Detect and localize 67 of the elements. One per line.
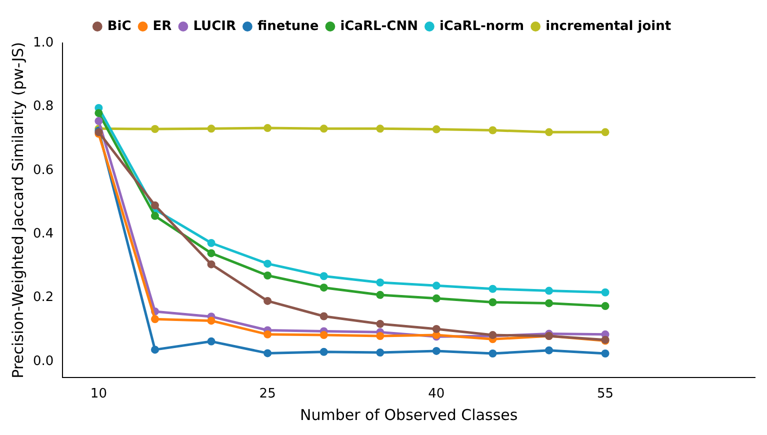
x-tick-label: 55	[597, 386, 614, 402]
point	[150, 315, 159, 324]
legend-label: incremental joint	[546, 18, 672, 34]
point	[544, 346, 553, 354]
point	[207, 249, 216, 258]
point	[376, 320, 384, 328]
point	[544, 128, 553, 136]
point	[320, 312, 328, 320]
point	[207, 337, 216, 346]
y-tick-label: 0.0	[32, 354, 54, 369]
point	[488, 350, 497, 358]
point	[376, 124, 384, 133]
point	[264, 260, 272, 268]
point	[150, 212, 159, 220]
point	[207, 316, 216, 325]
point	[264, 271, 272, 280]
y-tick-label: 0.8	[32, 99, 54, 114]
point	[601, 128, 610, 136]
y-tick-label: 0.2	[32, 290, 54, 306]
point	[544, 299, 553, 308]
point	[432, 125, 440, 134]
point	[376, 348, 384, 357]
point	[544, 286, 553, 295]
point	[601, 302, 610, 310]
point	[376, 278, 384, 286]
legend-label: finetune	[257, 18, 319, 34]
point	[488, 298, 497, 306]
point	[376, 332, 384, 340]
point	[432, 324, 440, 333]
point	[94, 109, 103, 118]
point	[264, 330, 272, 338]
point	[264, 296, 272, 305]
point	[432, 282, 440, 290]
y-axis-title: Precision-Weighted Jaccard Similarity (pw-JS)	[8, 42, 27, 378]
x-tick-label: 10	[90, 386, 107, 402]
point	[601, 350, 610, 358]
point	[320, 331, 328, 340]
point	[601, 288, 610, 296]
y-tick-label: 0.6	[32, 162, 54, 178]
point	[150, 124, 159, 133]
legend-label: BiC	[107, 18, 132, 34]
x-tick-label: 40	[428, 386, 445, 402]
point	[320, 348, 328, 356]
point	[432, 346, 440, 355]
point	[207, 260, 216, 268]
point	[264, 349, 272, 358]
point	[94, 117, 103, 126]
y-tick-label: 1.0	[32, 35, 54, 50]
point	[320, 272, 328, 280]
legend-label: ER	[152, 18, 172, 34]
point	[207, 239, 216, 248]
point	[150, 346, 159, 354]
x-tick-label: 25	[259, 386, 276, 402]
legend-label: iCaRL-CNN	[340, 18, 418, 34]
point	[488, 284, 497, 293]
point	[207, 124, 216, 133]
legend-label: LUCIR	[193, 18, 236, 34]
y-tick-label: 0.4	[32, 226, 54, 242]
point	[432, 294, 440, 302]
point	[264, 124, 272, 132]
point	[320, 124, 328, 133]
legend-label: iCaRL-norm	[439, 18, 524, 34]
x-axis-title: Number of Observed Classes	[300, 406, 518, 424]
point	[150, 201, 159, 210]
point	[376, 290, 384, 299]
point	[320, 284, 328, 292]
point	[488, 126, 497, 134]
